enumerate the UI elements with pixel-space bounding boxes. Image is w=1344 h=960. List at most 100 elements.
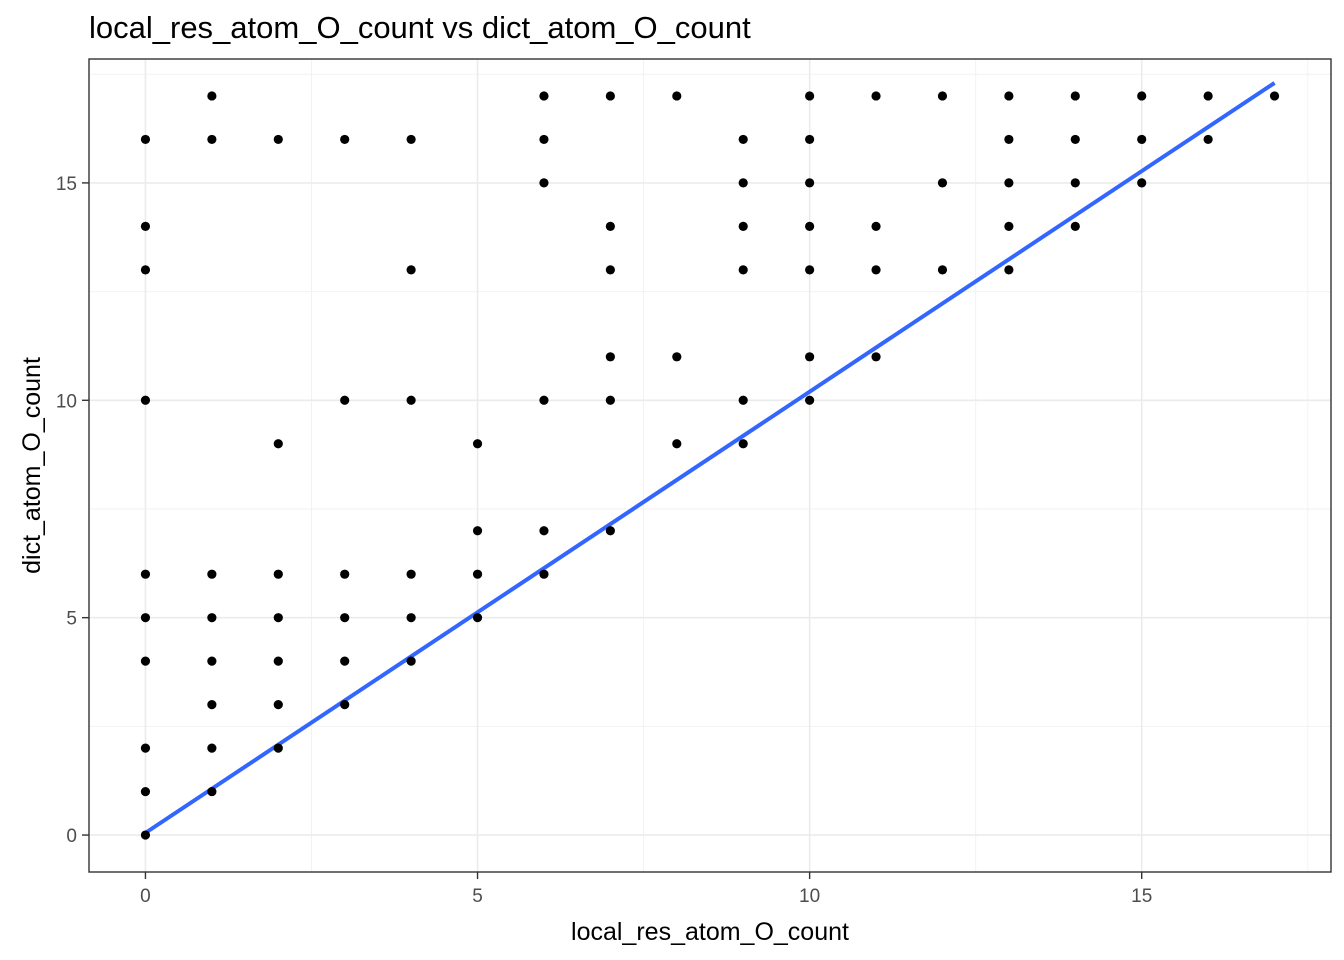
data-point	[340, 569, 350, 579]
data-point	[406, 134, 416, 145]
data-point	[871, 221, 881, 231]
data-point	[871, 352, 881, 362]
data-point	[605, 395, 615, 405]
fit-line	[144, 81, 1276, 835]
data-point	[738, 178, 748, 188]
x-tick-label: 15	[1131, 886, 1152, 907]
data-point	[472, 613, 483, 623]
data-point	[605, 265, 615, 275]
data-point	[1203, 91, 1213, 101]
data-point	[1070, 221, 1080, 231]
data-point	[273, 439, 283, 449]
data-point	[539, 395, 549, 405]
data-point	[937, 265, 948, 275]
data-point	[406, 656, 416, 666]
data-point	[340, 395, 350, 405]
x-axis-title: local_res_atom_O_count	[571, 918, 849, 946]
grid-lines	[89, 59, 1331, 872]
data-point	[1070, 91, 1080, 101]
y-tick-label: 0	[66, 826, 77, 847]
data-point	[605, 352, 615, 362]
data-point	[1137, 178, 1147, 188]
data-point	[937, 178, 948, 188]
data-point	[340, 700, 350, 710]
data-point	[539, 178, 549, 188]
data-point	[207, 786, 217, 797]
data-point	[738, 221, 748, 231]
data-point	[140, 569, 151, 579]
data-point	[140, 830, 151, 840]
data-point	[738, 395, 748, 405]
data-point	[140, 613, 151, 623]
data-point	[1004, 91, 1014, 101]
x-tick-label: 10	[799, 886, 820, 907]
data-point	[140, 265, 151, 275]
data-point	[539, 134, 549, 145]
data-point	[273, 700, 283, 710]
data-point	[805, 221, 815, 231]
data-point	[805, 265, 815, 275]
data-point	[805, 91, 815, 101]
data-point	[937, 91, 948, 101]
data-point	[273, 656, 283, 666]
fit-line-layer	[144, 81, 1276, 835]
data-point	[207, 700, 217, 710]
data-point	[207, 743, 217, 753]
data-point	[207, 569, 217, 579]
data-point	[672, 439, 682, 449]
data-point	[805, 395, 815, 405]
data-point	[273, 743, 283, 753]
data-point	[273, 134, 283, 145]
panel-border	[88, 58, 1332, 873]
data-point	[805, 178, 815, 188]
y-tick-label: 15	[56, 174, 77, 195]
data-point	[871, 91, 881, 101]
data-point	[1004, 265, 1014, 275]
data-point	[871, 265, 881, 275]
data-point	[140, 743, 151, 753]
data-point	[207, 134, 217, 145]
data-point	[805, 134, 815, 145]
data-point	[605, 221, 615, 231]
data-point	[1070, 134, 1080, 145]
data-point	[406, 569, 416, 579]
data-point	[273, 569, 283, 579]
data-point	[539, 526, 549, 536]
data-point	[207, 613, 217, 623]
data-point	[140, 221, 151, 231]
data-point	[340, 613, 350, 623]
y-axis-ticks: 0 5 10 15	[56, 174, 89, 847]
data-point	[340, 134, 350, 145]
data-point	[605, 526, 615, 536]
y-axis-title: dict_atom_O_count	[18, 357, 46, 574]
x-axis-ticks: 0 5 10 15	[140, 872, 1152, 907]
data-point	[140, 134, 151, 145]
data-point	[207, 656, 217, 666]
y-tick-label: 5	[66, 609, 77, 630]
data-point	[738, 265, 748, 275]
chart-title: local_res_atom_O_count vs dict_atom_O_co…	[89, 10, 751, 45]
data-point	[1004, 221, 1014, 231]
data-point	[140, 395, 151, 405]
data-point	[672, 352, 682, 362]
data-point	[1137, 91, 1147, 101]
data-point	[539, 91, 549, 101]
data-point	[472, 526, 483, 536]
data-point	[406, 265, 416, 275]
data-point	[1004, 178, 1014, 188]
data-point	[207, 91, 217, 101]
data-point	[605, 91, 615, 101]
data-point	[140, 786, 151, 797]
data-point	[539, 569, 549, 579]
x-tick-label: 5	[472, 886, 483, 907]
data-point	[1070, 178, 1080, 188]
data-point	[340, 656, 350, 666]
data-point	[1269, 91, 1280, 101]
data-point	[273, 613, 283, 623]
data-point	[406, 613, 416, 623]
data-point	[1137, 134, 1147, 145]
data-point	[805, 352, 815, 362]
data-point	[1203, 134, 1213, 145]
data-point	[406, 395, 416, 405]
